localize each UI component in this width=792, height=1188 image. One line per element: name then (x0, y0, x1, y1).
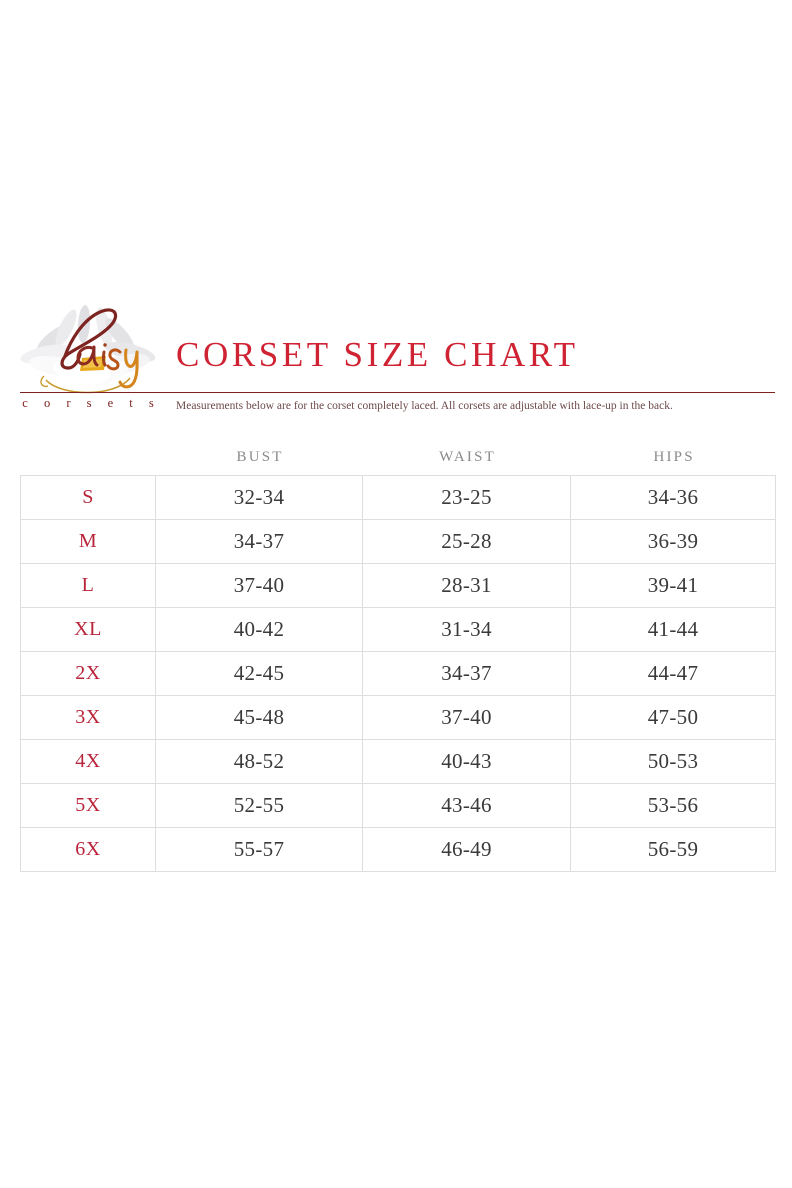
bust-value: 52-55 (155, 783, 363, 828)
table-header-row: BUST WAIST HIPS (21, 445, 776, 476)
bust-value: 55-57 (155, 827, 363, 872)
table-row: 3X 45-48 37-40 47-50 (20, 695, 776, 740)
size-label: 4X (20, 739, 156, 784)
bust-value: 45-48 (155, 695, 363, 740)
size-label: 2X (20, 651, 156, 696)
hips-value: 53-56 (570, 783, 776, 828)
hips-value: 41-44 (570, 607, 776, 652)
size-label: L (20, 563, 156, 608)
hips-value: 36-39 (570, 519, 776, 564)
page-title: CORSET SIZE CHART (176, 335, 579, 374)
table-row: S 32-34 23-25 34-36 (20, 475, 776, 520)
waist-value: 34-37 (362, 651, 571, 696)
size-label: XL (20, 607, 156, 652)
bust-value: 37-40 (155, 563, 363, 608)
waist-value: 31-34 (362, 607, 571, 652)
hips-value: 47-50 (570, 695, 776, 740)
header-divider (20, 392, 775, 393)
column-header-size (21, 445, 156, 476)
waist-value: 23-25 (362, 475, 571, 520)
column-header-waist: WAIST (439, 449, 496, 465)
daisy-flower-icon (8, 302, 176, 398)
waist-value: 37-40 (362, 695, 571, 740)
waist-value: 40-43 (362, 739, 571, 784)
hips-value: 34-36 (570, 475, 776, 520)
hips-value: 39-41 (570, 563, 776, 608)
column-header-hips: HIPS (653, 449, 695, 465)
hips-value: 50-53 (570, 739, 776, 784)
size-chart-table: BUST WAIST HIPS S 32-34 23-25 34-36 M 34-37 25… (20, 445, 776, 872)
brand-logo: c o r s e t s (8, 302, 176, 422)
table-head: BUST WAIST HIPS (21, 445, 776, 476)
bust-value: 32-34 (155, 475, 363, 520)
size-chart-container: BUST WAIST HIPS S 32-34 23-25 34-36 M 34-37 25… (20, 445, 776, 872)
waist-value: 46-49 (362, 827, 571, 872)
table-body: S 32-34 23-25 34-36 M 34-37 25-28 36-39 L 37-40 28… (20, 475, 776, 872)
header-subtitle: Measurements below are for the corset co… (176, 400, 673, 412)
table-row: 4X 48-52 40-43 50-53 (20, 739, 776, 784)
table-row: L 37-40 28-31 39-41 (20, 563, 776, 608)
chart-header: c o r s e t s CORSET SIZE CHART Measurem… (0, 300, 792, 425)
size-label: 6X (20, 827, 156, 872)
hips-value: 56-59 (570, 827, 776, 872)
bust-value: 34-37 (155, 519, 363, 564)
waist-value: 28-31 (362, 563, 571, 608)
bust-value: 40-42 (155, 607, 363, 652)
bust-value: 42-45 (155, 651, 363, 696)
table-row: 5X 52-55 43-46 53-56 (20, 783, 776, 828)
column-header-bust: BUST (236, 449, 284, 465)
bust-value: 48-52 (155, 739, 363, 784)
table-row: XL 40-42 31-34 41-44 (20, 607, 776, 652)
table-row: 2X 42-45 34-37 44-47 (20, 651, 776, 696)
size-label: 5X (20, 783, 156, 828)
brand-wordmark: c o r s e t s (22, 396, 161, 410)
table-row: 6X 55-57 46-49 56-59 (20, 827, 776, 872)
waist-value: 25-28 (362, 519, 571, 564)
size-label: M (20, 519, 156, 564)
table-row: M 34-37 25-28 36-39 (20, 519, 776, 564)
size-label: 3X (20, 695, 156, 740)
size-label: S (20, 475, 156, 520)
hips-value: 44-47 (570, 651, 776, 696)
waist-value: 43-46 (362, 783, 571, 828)
